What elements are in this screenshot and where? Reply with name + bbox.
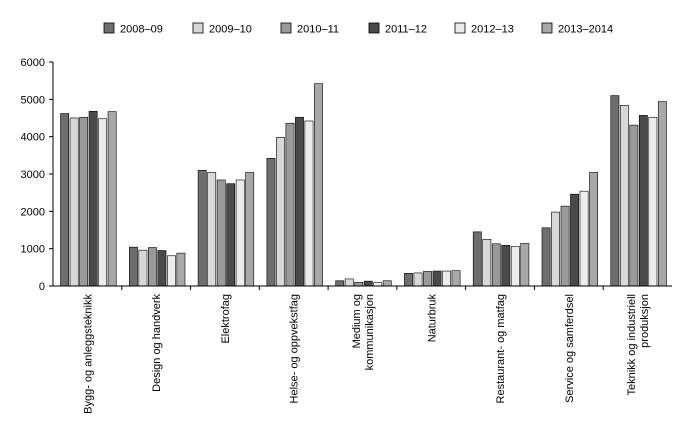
bar <box>551 211 560 287</box>
bar <box>88 110 98 287</box>
bar <box>432 270 442 287</box>
bar <box>167 255 176 287</box>
bar <box>148 247 157 287</box>
legend-swatch <box>280 22 292 34</box>
bar <box>207 172 217 287</box>
bar <box>266 158 276 287</box>
bar <box>589 172 598 287</box>
bar <box>235 179 245 287</box>
bars <box>60 83 667 287</box>
bar <box>629 124 639 287</box>
bar <box>295 116 304 287</box>
bar <box>373 282 383 287</box>
bar <box>638 115 648 287</box>
category-label: Elektrofag <box>220 294 232 344</box>
y-tick-label: 6000 <box>21 57 45 69</box>
bar <box>423 271 432 287</box>
legend-swatch <box>454 22 466 34</box>
bar <box>107 111 117 287</box>
bar <box>442 270 451 287</box>
bar <box>197 169 207 287</box>
bar <box>157 250 167 287</box>
legend-label: 2013–2014 <box>558 24 613 36</box>
bar <box>491 243 501 287</box>
bar <box>176 252 186 287</box>
legend-swatch <box>541 22 553 34</box>
bar <box>382 280 392 287</box>
category-label: kommunikasjon <box>364 294 376 370</box>
bar <box>354 281 364 287</box>
bar <box>570 193 579 287</box>
bar <box>413 272 423 287</box>
category-label: Helse- og oppvekstfag <box>289 294 301 403</box>
bar <box>619 105 629 287</box>
bar <box>79 116 89 287</box>
bar <box>60 113 70 287</box>
category-label: Restaurant- og matfag <box>495 294 507 403</box>
bar <box>541 227 551 287</box>
legend-swatch <box>103 22 115 34</box>
bar <box>69 117 79 287</box>
bar <box>98 118 108 287</box>
legend-label: 2008–09 <box>120 24 163 36</box>
legend-swatch <box>368 22 380 34</box>
bar <box>276 137 285 287</box>
bar <box>451 270 461 287</box>
category-label: Bygg- og anleggsteknikk <box>82 294 94 414</box>
legend: 2008–09 2009–10 2010–11 2011–12 2012–13 2013–… <box>103 22 613 36</box>
bar <box>285 122 295 287</box>
legend-label: 2012–13 <box>471 24 514 36</box>
bar <box>648 116 658 287</box>
y-tick-label: 2000 <box>21 206 45 218</box>
bar <box>510 246 520 287</box>
category-label: produksjon <box>639 294 651 348</box>
bar <box>304 120 314 287</box>
y-tick-label: 1000 <box>21 244 45 256</box>
legend-swatch <box>192 22 204 34</box>
axes: 0 1000 2000 3000 4000 5000 6000 Bygg- og anlegg… <box>21 57 672 414</box>
category-label: Design og handverk <box>151 294 163 392</box>
y-tick-label: 3000 <box>21 169 45 181</box>
bar <box>610 95 620 287</box>
category-label: Naturbruk <box>426 294 438 343</box>
y-tick-label: 0 <box>39 281 45 293</box>
bar <box>245 172 255 287</box>
bar <box>501 245 511 287</box>
bar <box>314 83 323 287</box>
bar <box>363 280 373 287</box>
category-label: Medium og <box>351 294 363 348</box>
bar <box>520 243 530 287</box>
bar <box>472 231 482 287</box>
bar <box>560 205 570 287</box>
bar <box>344 278 354 287</box>
y-tick-label: 5000 <box>21 94 45 106</box>
bar <box>138 249 148 287</box>
bar <box>335 280 345 287</box>
bar <box>404 273 413 287</box>
bar <box>216 179 226 287</box>
legend-label: 2010–11 <box>297 24 339 36</box>
bar <box>657 101 667 287</box>
legend-label: 2009–10 <box>209 24 252 36</box>
y-tick-label: 4000 <box>21 132 45 144</box>
bar <box>579 190 589 287</box>
legend-label: 2011–12 <box>385 24 427 36</box>
category-label: Service og samferdsel <box>564 294 576 403</box>
bar <box>226 183 236 287</box>
category-label: Teknikk og industriell <box>626 294 638 396</box>
bar <box>482 239 492 287</box>
bar <box>129 246 138 287</box>
